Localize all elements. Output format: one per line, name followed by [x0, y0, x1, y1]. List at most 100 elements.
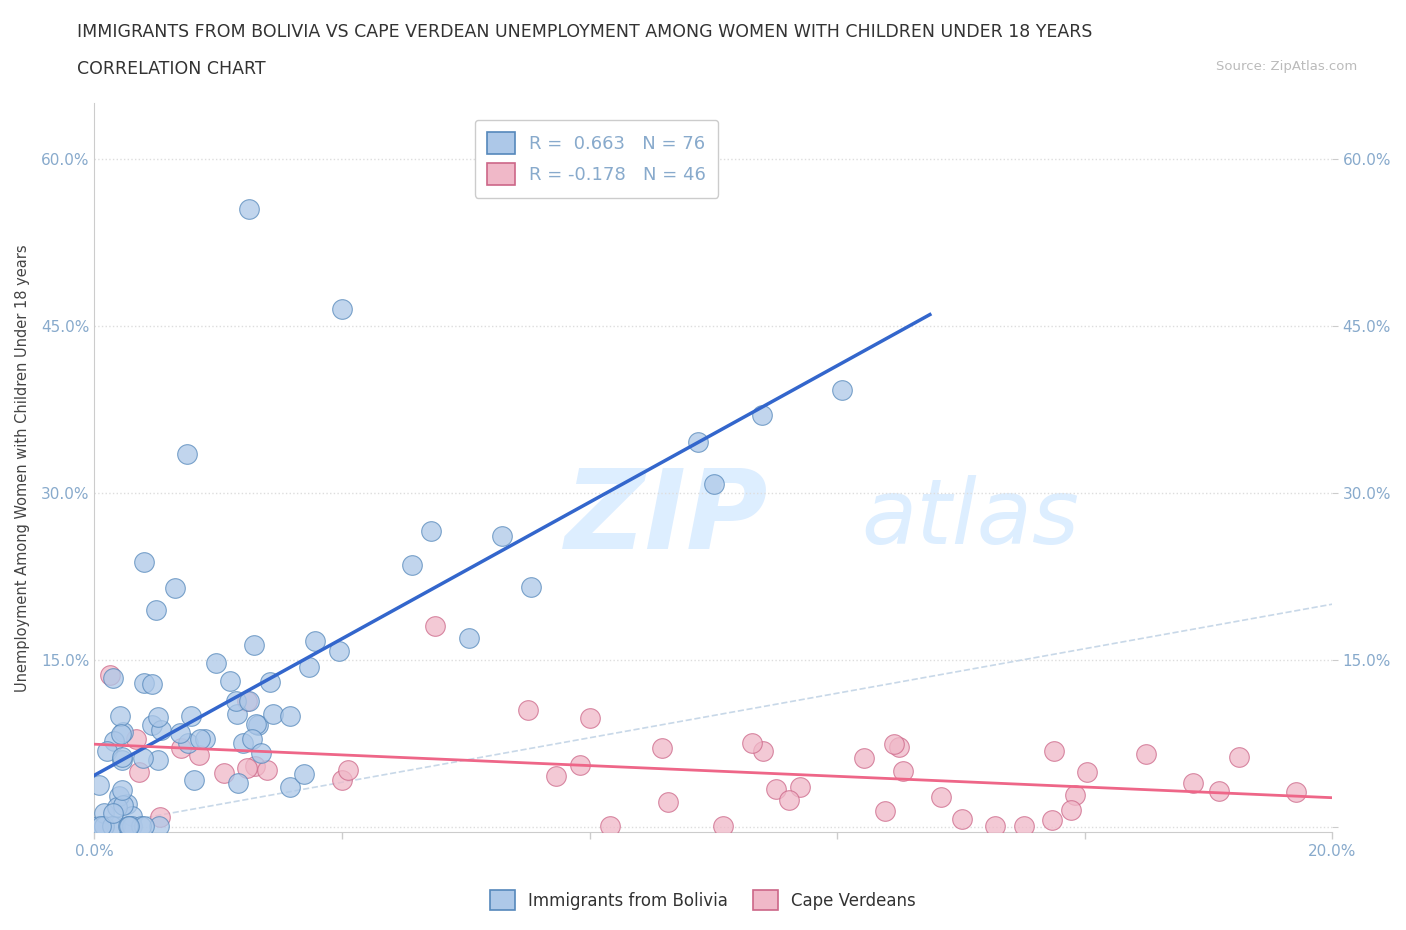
Text: Source: ZipAtlas.com: Source: ZipAtlas.com — [1216, 60, 1357, 73]
Point — [240, 731, 263, 746]
Point — [225, 694, 247, 709]
Point — [703, 477, 725, 492]
Point — [105, 799, 128, 814]
Point — [238, 202, 260, 217]
Point — [111, 750, 134, 764]
Point — [1040, 812, 1063, 827]
Point — [111, 782, 134, 797]
Point — [247, 718, 270, 733]
Point — [278, 779, 301, 794]
Point — [242, 638, 264, 653]
Point — [520, 579, 543, 594]
Point — [873, 804, 896, 818]
Point — [1076, 764, 1098, 779]
Point — [752, 744, 775, 759]
Point — [96, 744, 118, 759]
Point — [1181, 776, 1204, 790]
Point — [401, 558, 423, 573]
Point — [183, 773, 205, 788]
Point — [129, 818, 152, 833]
Y-axis label: Unemployment Among Women with Children Under 18 years: Unemployment Among Women with Children U… — [15, 244, 30, 692]
Point — [1064, 788, 1087, 803]
Point — [118, 818, 141, 833]
Point — [419, 524, 441, 538]
Point — [232, 736, 254, 751]
Point — [887, 739, 910, 754]
Point — [298, 659, 321, 674]
Point — [93, 805, 115, 820]
Point — [853, 751, 876, 765]
Point — [170, 740, 193, 755]
Point — [148, 818, 170, 833]
Point — [423, 619, 446, 634]
Point — [1208, 783, 1230, 798]
Point — [236, 694, 259, 709]
Point — [245, 716, 267, 731]
Point — [883, 737, 905, 751]
Point — [1227, 750, 1250, 764]
Point — [117, 818, 139, 833]
Text: atlas: atlas — [862, 475, 1080, 563]
Point — [111, 798, 134, 813]
Point — [337, 763, 360, 777]
Point — [1042, 744, 1064, 759]
Point — [657, 794, 679, 809]
Point — [103, 805, 125, 820]
Point — [984, 818, 1007, 833]
Point — [93, 818, 115, 833]
Point — [98, 668, 121, 683]
Point — [249, 746, 271, 761]
Point — [111, 752, 134, 767]
Point — [112, 724, 135, 739]
Point — [110, 726, 132, 741]
Point — [90, 818, 112, 833]
Point — [1014, 818, 1036, 833]
Point — [108, 789, 131, 804]
Point — [929, 790, 952, 804]
Point — [121, 808, 143, 823]
Text: IMMIGRANTS FROM BOLIVIA VS CAPE VERDEAN UNEMPLOYMENT AMONG WOMEN WITH CHILDREN U: IMMIGRANTS FROM BOLIVIA VS CAPE VERDEAN … — [77, 23, 1092, 41]
Point — [688, 435, 710, 450]
Point — [219, 674, 242, 689]
Point — [751, 407, 773, 422]
Point — [132, 554, 155, 569]
Point — [103, 734, 125, 749]
Point — [176, 446, 198, 461]
Point — [950, 812, 973, 827]
Point — [491, 529, 513, 544]
Point — [789, 779, 811, 794]
Point — [226, 776, 249, 790]
Point — [516, 702, 538, 717]
Point — [149, 810, 172, 825]
Point — [328, 644, 350, 659]
Point — [578, 711, 600, 725]
Point — [741, 736, 763, 751]
Point — [569, 758, 592, 773]
Point — [169, 725, 191, 740]
Point — [177, 736, 200, 751]
Point — [163, 580, 186, 595]
Point — [1059, 803, 1081, 817]
Point — [187, 748, 209, 763]
Legend: Immigrants from Bolivia, Cape Verdeans: Immigrants from Bolivia, Cape Verdeans — [484, 884, 922, 917]
Point — [100, 818, 122, 833]
Point — [280, 709, 302, 724]
Point — [145, 603, 167, 618]
Point — [204, 656, 226, 671]
Point — [651, 740, 673, 755]
Point — [332, 773, 354, 788]
Point — [101, 671, 124, 685]
Point — [457, 631, 479, 645]
Text: ZIP: ZIP — [565, 465, 768, 572]
Point — [194, 732, 217, 747]
Point — [141, 677, 163, 692]
Point — [188, 731, 211, 746]
Point — [125, 731, 148, 746]
Point — [304, 634, 326, 649]
Point — [1285, 785, 1308, 800]
Point — [256, 763, 278, 777]
Point — [259, 675, 281, 690]
Point — [1135, 747, 1157, 762]
Point — [132, 751, 155, 765]
Point — [778, 793, 800, 808]
